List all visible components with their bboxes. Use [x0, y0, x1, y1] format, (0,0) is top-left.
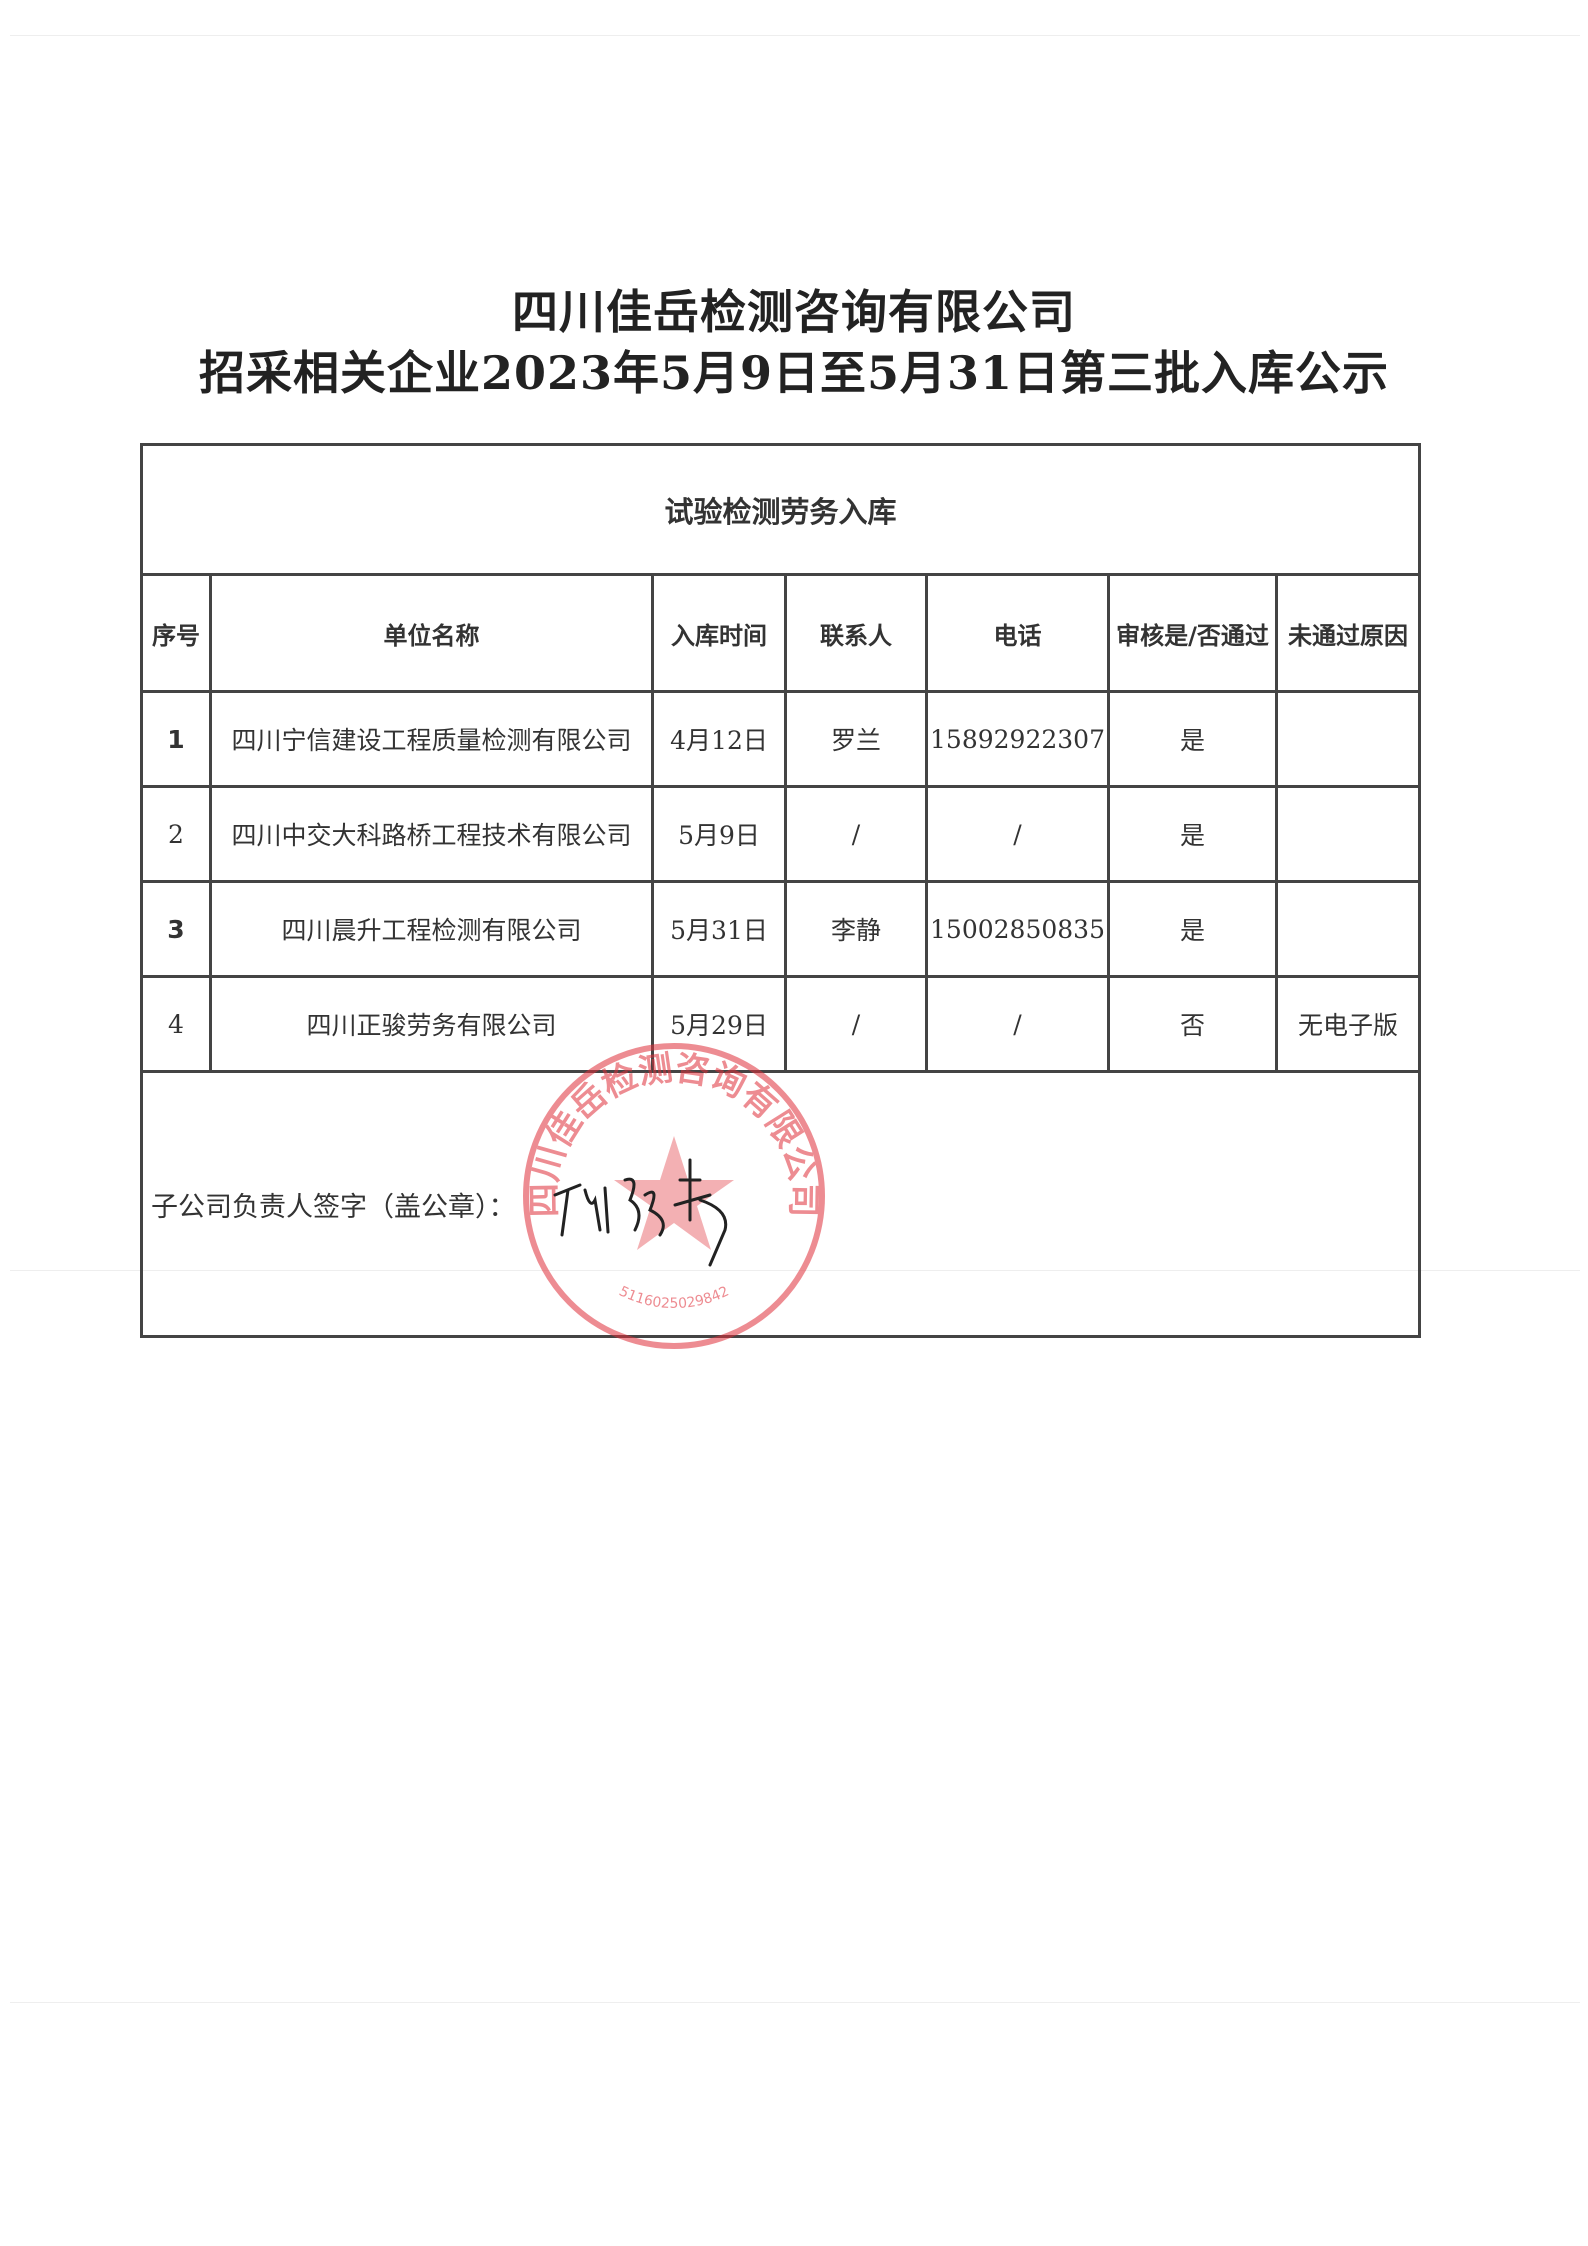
cell-date: 4月12日 — [651, 690, 787, 788]
signature-label: 子公司负责人签字（盖公章）： — [151, 1191, 516, 1223]
cell-company: 四川晨升工程检测有限公司 — [209, 880, 654, 978]
table-caption: 试验检测劳务入库 — [139, 443, 1422, 576]
cell-index: 4 — [140, 975, 212, 1073]
cell-phone: 15892922307 — [925, 690, 1110, 788]
cell-reason — [1274, 785, 1422, 883]
table-row: 2 四川中交大科路桥工程技术有限公司 5月9日 / / 是 — [140, 785, 1422, 883]
cell-company: 四川中交大科路桥工程技术有限公司 — [209, 785, 654, 883]
registry-table: 试验检测劳务入库 序号 单位名称 入库时间 联系人 电话 审核是/否通过 未通过… — [139, 443, 1422, 1338]
cell-date: 5月9日 — [651, 785, 787, 883]
document-subtitle: 招采相关企业2023年5月9日至5月31日第三批入库公示 — [198, 346, 1390, 400]
scan-line — [10, 2002, 1580, 2003]
cell-phone: 15002850835 — [925, 880, 1110, 978]
header-index: 序号 — [140, 573, 212, 693]
cell-contact: / — [784, 785, 928, 883]
table-row: 4 四川正骏劳务有限公司 5月29日 / / 否 无电子版 — [140, 975, 1422, 1073]
cell-contact: 李静 — [784, 880, 928, 978]
document-title: 四川佳岳检测咨询有限公司 — [512, 285, 1076, 339]
scan-edge — [10, 35, 1580, 36]
cell-company: 四川正骏劳务有限公司 — [209, 975, 654, 1073]
cell-approved: 是 — [1107, 690, 1278, 788]
cell-phone: / — [925, 975, 1110, 1073]
cell-index: 2 — [140, 785, 212, 883]
cell-index: 3 — [140, 880, 212, 978]
cell-contact: 罗兰 — [784, 690, 928, 788]
header-date: 入库时间 — [651, 573, 787, 693]
cell-date: 5月29日 — [651, 975, 787, 1073]
cell-approved: 否 — [1107, 975, 1278, 1073]
header-row: 序号 单位名称 入库时间 联系人 电话 审核是/否通过 未通过原因 — [140, 573, 1422, 693]
cell-reason: 无电子版 — [1274, 975, 1422, 1073]
cell-reason — [1274, 880, 1422, 978]
header-reason: 未通过原因 — [1274, 573, 1422, 693]
header-company: 单位名称 — [209, 573, 654, 693]
cell-approved: 是 — [1107, 880, 1278, 978]
cell-index: 1 — [140, 690, 212, 788]
cell-date: 5月31日 — [651, 880, 787, 978]
table-row: 1 四川宁信建设工程质量检测有限公司 4月12日 罗兰 15892922307 … — [140, 690, 1422, 788]
header-approved: 审核是/否通过 — [1107, 573, 1278, 693]
header-phone: 电话 — [925, 573, 1110, 693]
table-row: 3 四川晨升工程检测有限公司 5月31日 李静 15002850835 是 — [140, 880, 1422, 978]
cell-phone: / — [925, 785, 1110, 883]
signature-cell: 子公司负责人签字（盖公章）： — [139, 1070, 1422, 1338]
cell-approved: 是 — [1107, 785, 1278, 883]
cell-reason — [1274, 690, 1422, 788]
cell-contact: / — [784, 975, 928, 1073]
header-contact: 联系人 — [784, 573, 928, 693]
cell-company: 四川宁信建设工程质量检测有限公司 — [209, 690, 654, 788]
